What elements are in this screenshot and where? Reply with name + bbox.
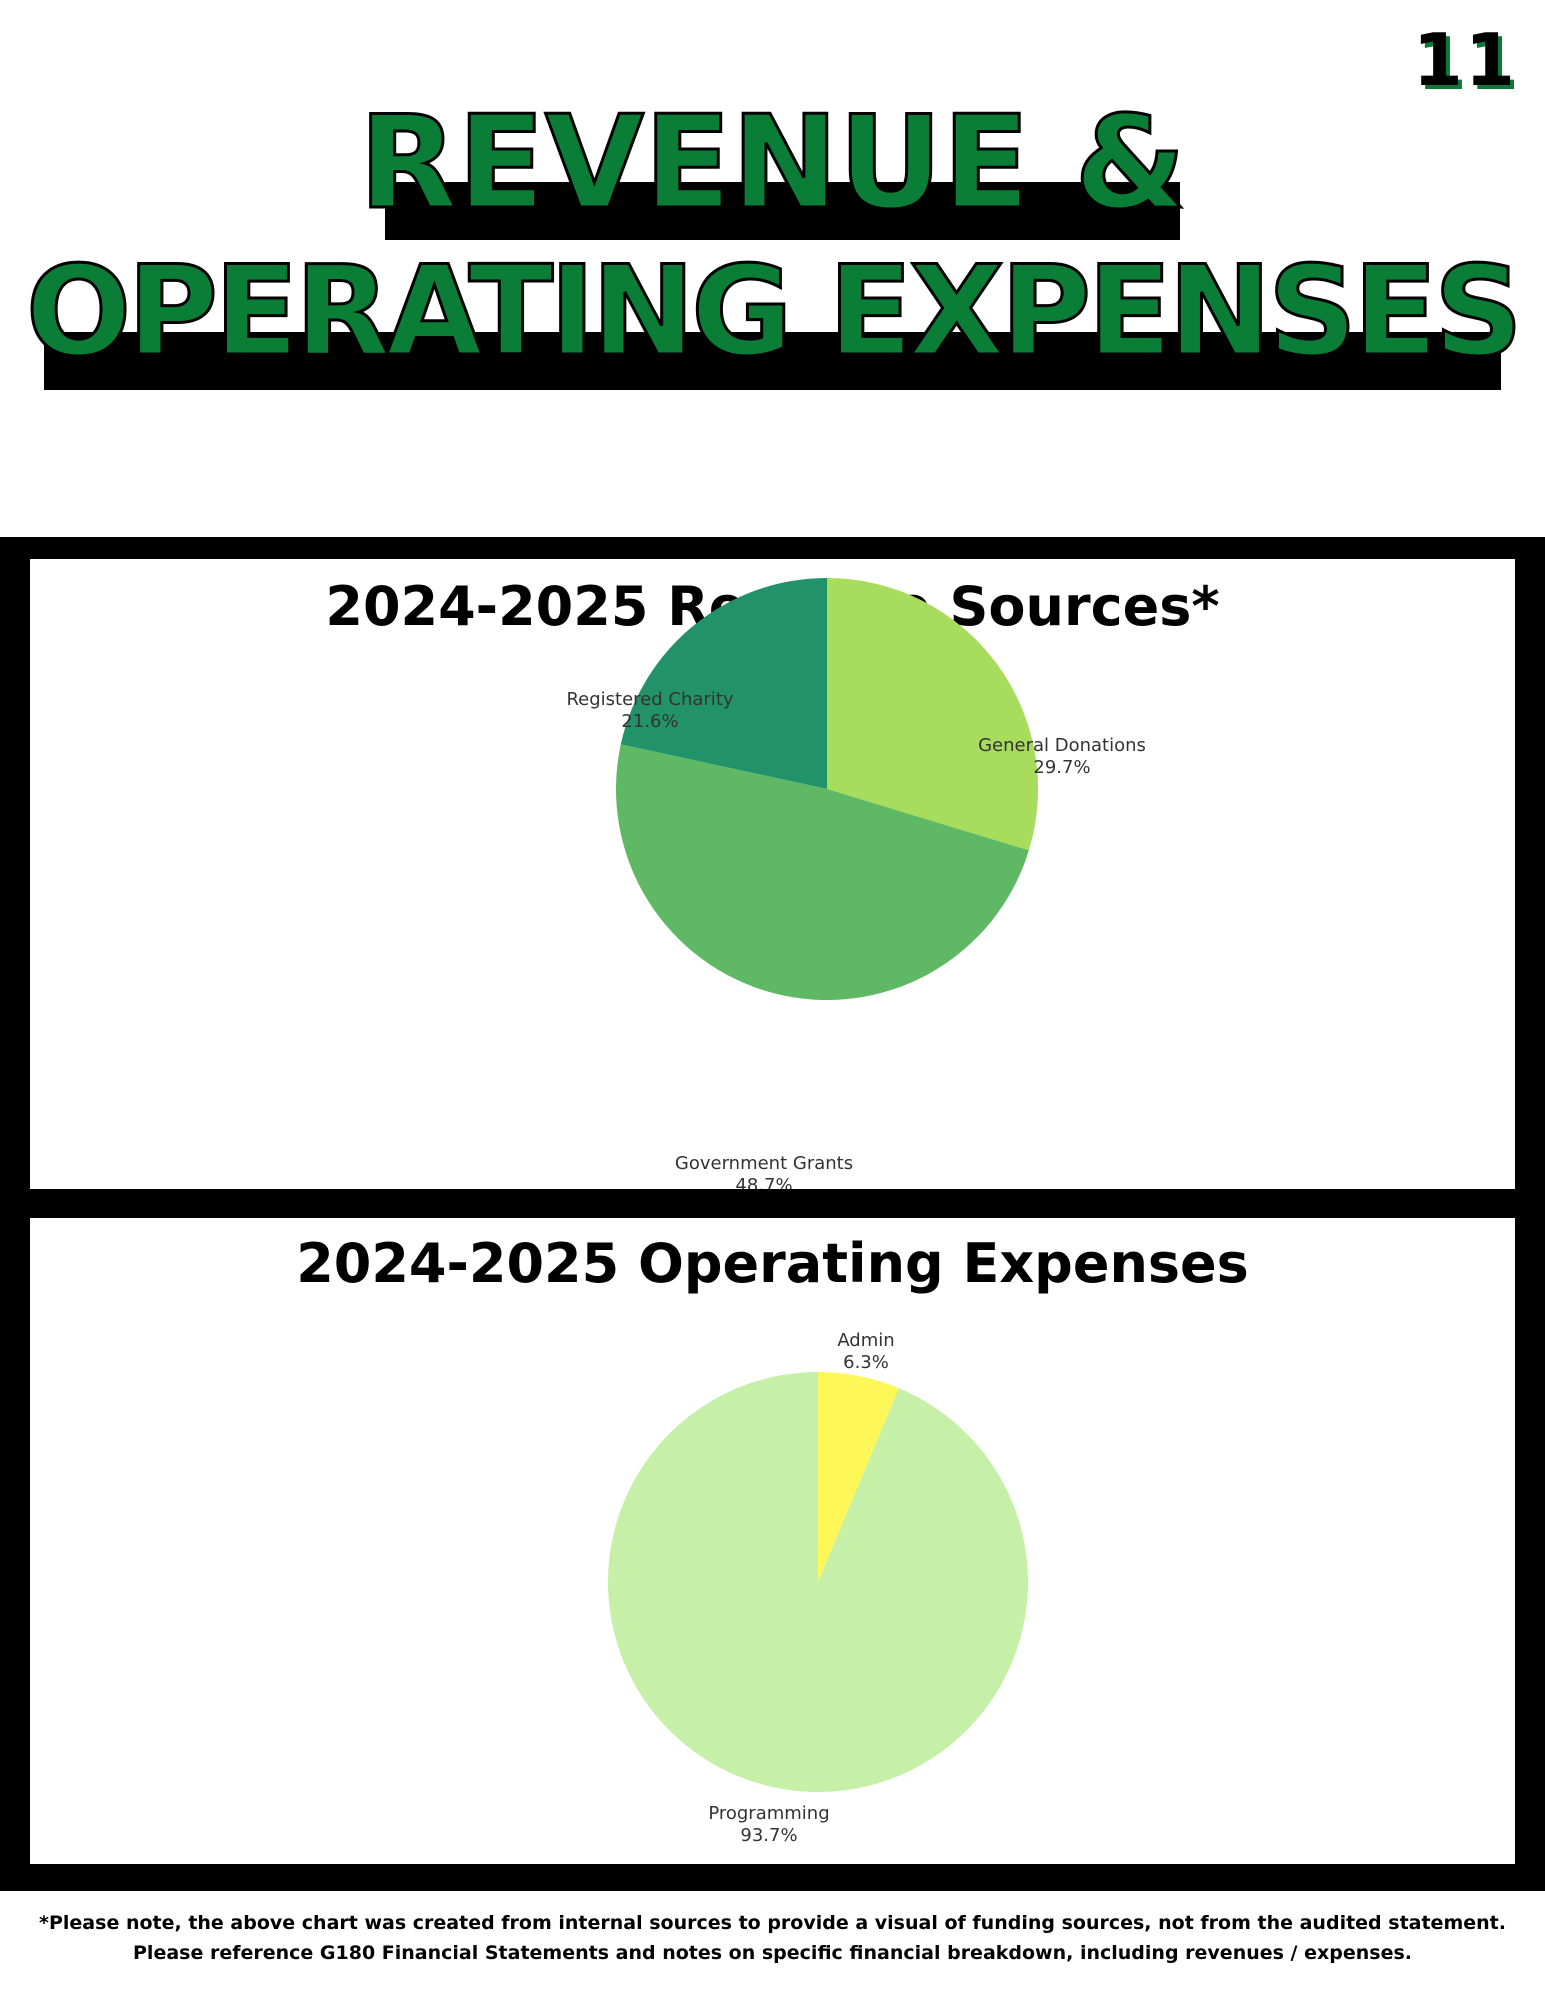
footnote-line-2: Please reference G180 Financial Statemen… — [133, 1942, 1412, 1964]
footnote-line-1: *Please note, the above chart was create… — [39, 1912, 1506, 1934]
slice-value-registered-charity: 21.6% — [621, 711, 678, 732]
pie-slice-registered-charity — [620, 578, 827, 789]
slice-label-government-grants: Government Grants — [675, 1153, 853, 1174]
footnote: *Please note, the above chart was create… — [0, 1908, 1545, 1968]
slice-value-admin: 6.3% — [843, 1352, 889, 1373]
revenue-chart-panel: 2024-2025 Revenue Sources* General Donat… — [30, 559, 1515, 1189]
expenses-chart-panel: 2024-2025 Operating Expenses Admin 6.3% Pr… — [30, 1218, 1515, 1864]
slice-value-government-grants: 48.7% — [735, 1175, 792, 1189]
page-title-text: REVENUE & — [357, 89, 1187, 238]
page-number: 11 — [1412, 18, 1517, 102]
slice-value-programming: 93.7% — [740, 1825, 797, 1846]
slice-value-general-donations: 29.7% — [1033, 757, 1090, 778]
page-title-line-1: REVENUE & — [0, 98, 1545, 229]
slice-label-registered-charity: Registered Charity — [566, 689, 733, 710]
pie-slice-admin — [818, 1372, 899, 1582]
charts-frame: 2024-2025 Revenue Sources* General Donat… — [0, 537, 1545, 1891]
pie-slice-programming — [608, 1372, 1028, 1792]
expenses-chart-title: 2024-2025 Operating Expenses — [296, 1232, 1249, 1295]
slice-label-general-donations: General Donations — [978, 735, 1146, 756]
pie-slice-government-grants — [616, 744, 1029, 1001]
page-title-line-2: OPERATING EXPENSES — [0, 249, 1545, 376]
page-title-text: OPERATING EXPENSES — [24, 240, 1524, 384]
title-highlight-bar — [385, 182, 1180, 240]
title-highlight-bar — [44, 332, 1501, 390]
pie-slice-general-donations — [827, 578, 1038, 851]
slice-label-admin: Admin — [837, 1330, 894, 1351]
slice-label-programming: Programming — [708, 1803, 829, 1824]
